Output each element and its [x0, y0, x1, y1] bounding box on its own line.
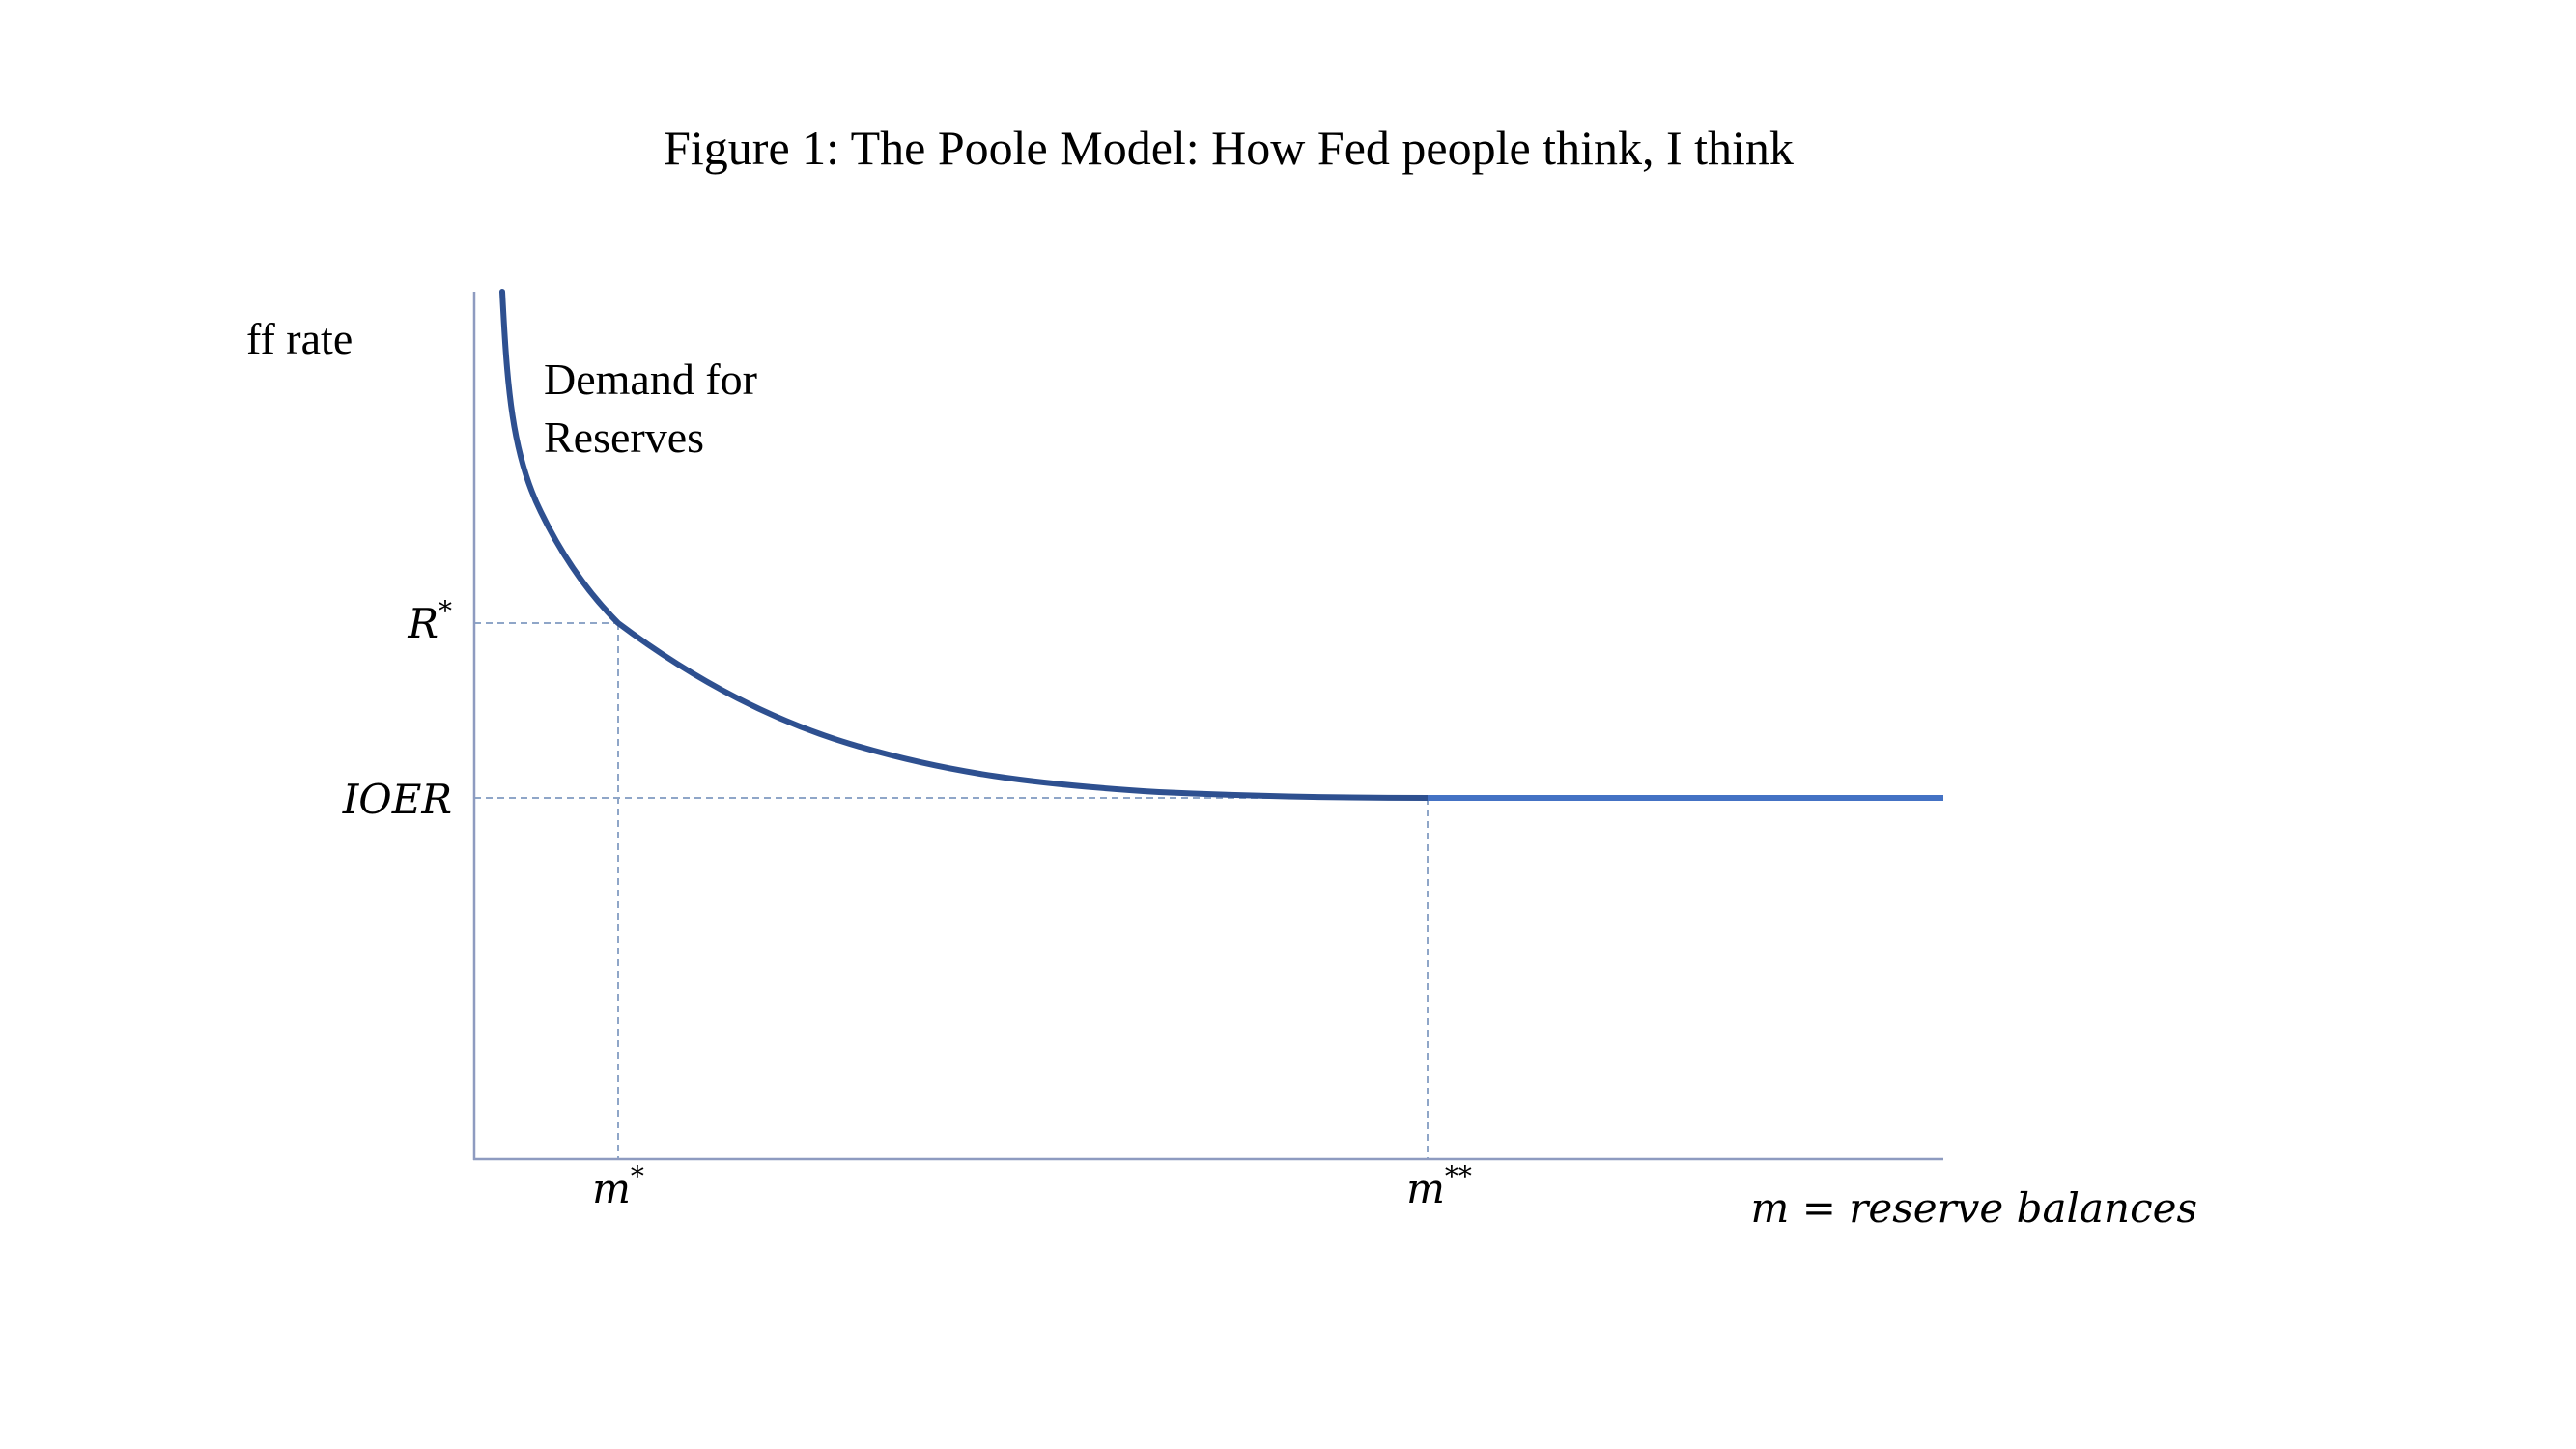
r-star-label: R* — [407, 595, 452, 647]
r-star-superscript: * — [439, 595, 452, 627]
y-axis-label: ff rate — [246, 314, 353, 363]
m-star-symbol: m — [592, 1165, 631, 1212]
demand-curve-label-line1: Demand for — [544, 355, 757, 404]
ioer-label: IOER — [342, 776, 452, 823]
m-2star-label: m** — [1406, 1160, 1472, 1212]
demand-curve-label-line2: Reserves — [544, 412, 704, 462]
m-star-superscript: * — [631, 1160, 644, 1192]
demand-curve — [499, 289, 1430, 801]
m-2star-superscript: ** — [1445, 1160, 1472, 1192]
x-axis-label: m = reserve balances — [1751, 1184, 2197, 1232]
m-star-label: m* — [592, 1160, 644, 1212]
figure-title: Figure 1: The Poole Model: How Fed peopl… — [664, 121, 1794, 175]
r-star-symbol: R — [407, 600, 439, 647]
m-2star-symbol: m — [1406, 1165, 1445, 1212]
